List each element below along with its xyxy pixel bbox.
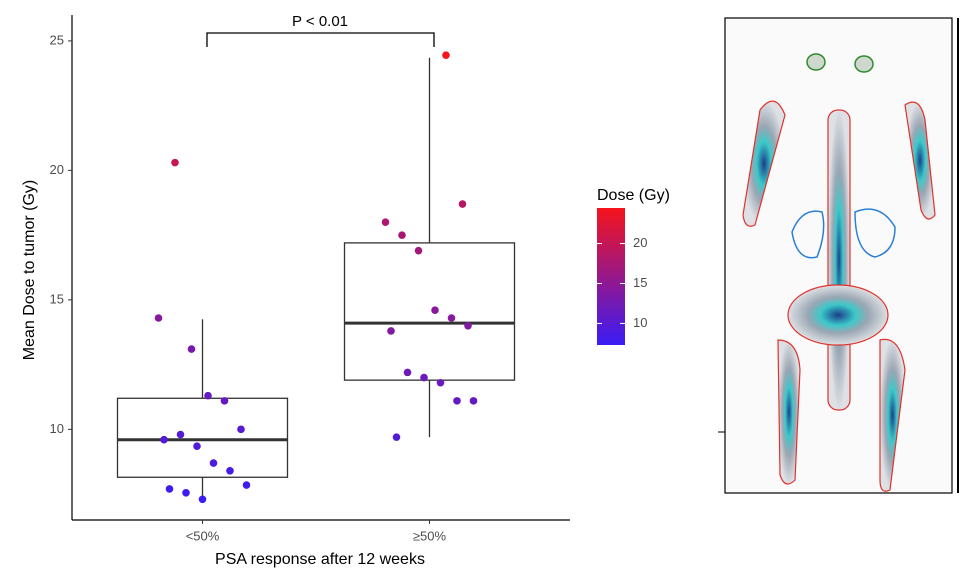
- point: [437, 379, 445, 387]
- point: [398, 231, 406, 239]
- point: [415, 247, 423, 255]
- figure: P < 0.01 Mean Dose to tumor (Gy) PSA res…: [0, 0, 962, 571]
- colorbar-tick-label: 15: [633, 275, 647, 290]
- point: [199, 495, 207, 503]
- colorbar-tick-label: 10: [633, 315, 647, 330]
- point: [182, 489, 190, 497]
- x-axis-title: PSA response after 12 weeks: [215, 551, 425, 568]
- x-tick-label: ≥50%: [413, 528, 447, 543]
- colorbar: [597, 208, 625, 345]
- x-tick-label: <50%: [186, 528, 220, 543]
- significance-bracket: [207, 33, 434, 47]
- point: [442, 51, 450, 59]
- point: [453, 397, 461, 405]
- point: [393, 433, 401, 441]
- point: [160, 436, 168, 444]
- bone-scan: [718, 18, 958, 493]
- point: [431, 306, 439, 314]
- y-tick-label: 10: [50, 421, 64, 436]
- point: [448, 314, 456, 322]
- box: [345, 243, 515, 380]
- point: [387, 327, 395, 335]
- colorbar-tick-label: 20: [633, 235, 647, 250]
- p-value: P < 0.01: [292, 13, 348, 30]
- point: [420, 374, 428, 382]
- point: [237, 426, 245, 434]
- point: [464, 322, 472, 330]
- point: [171, 159, 179, 167]
- point: [404, 369, 412, 377]
- y-tick-label: 20: [50, 162, 64, 177]
- point: [382, 218, 390, 226]
- y-axis-title: Mean Dose to tumor (Gy): [21, 180, 38, 361]
- point: [155, 314, 163, 322]
- colorbar-title: Dose (Gy): [597, 187, 670, 204]
- point: [221, 397, 229, 405]
- point: [188, 345, 196, 353]
- box: [118, 398, 288, 477]
- point: [459, 200, 467, 208]
- point: [210, 459, 218, 467]
- point: [243, 481, 251, 489]
- point: [470, 397, 478, 405]
- y-tick-label: 25: [50, 32, 64, 47]
- point: [177, 431, 185, 439]
- point: [166, 485, 174, 493]
- y-tick-label: 15: [50, 291, 64, 306]
- point: [226, 467, 234, 475]
- point: [204, 392, 212, 400]
- point: [193, 442, 201, 450]
